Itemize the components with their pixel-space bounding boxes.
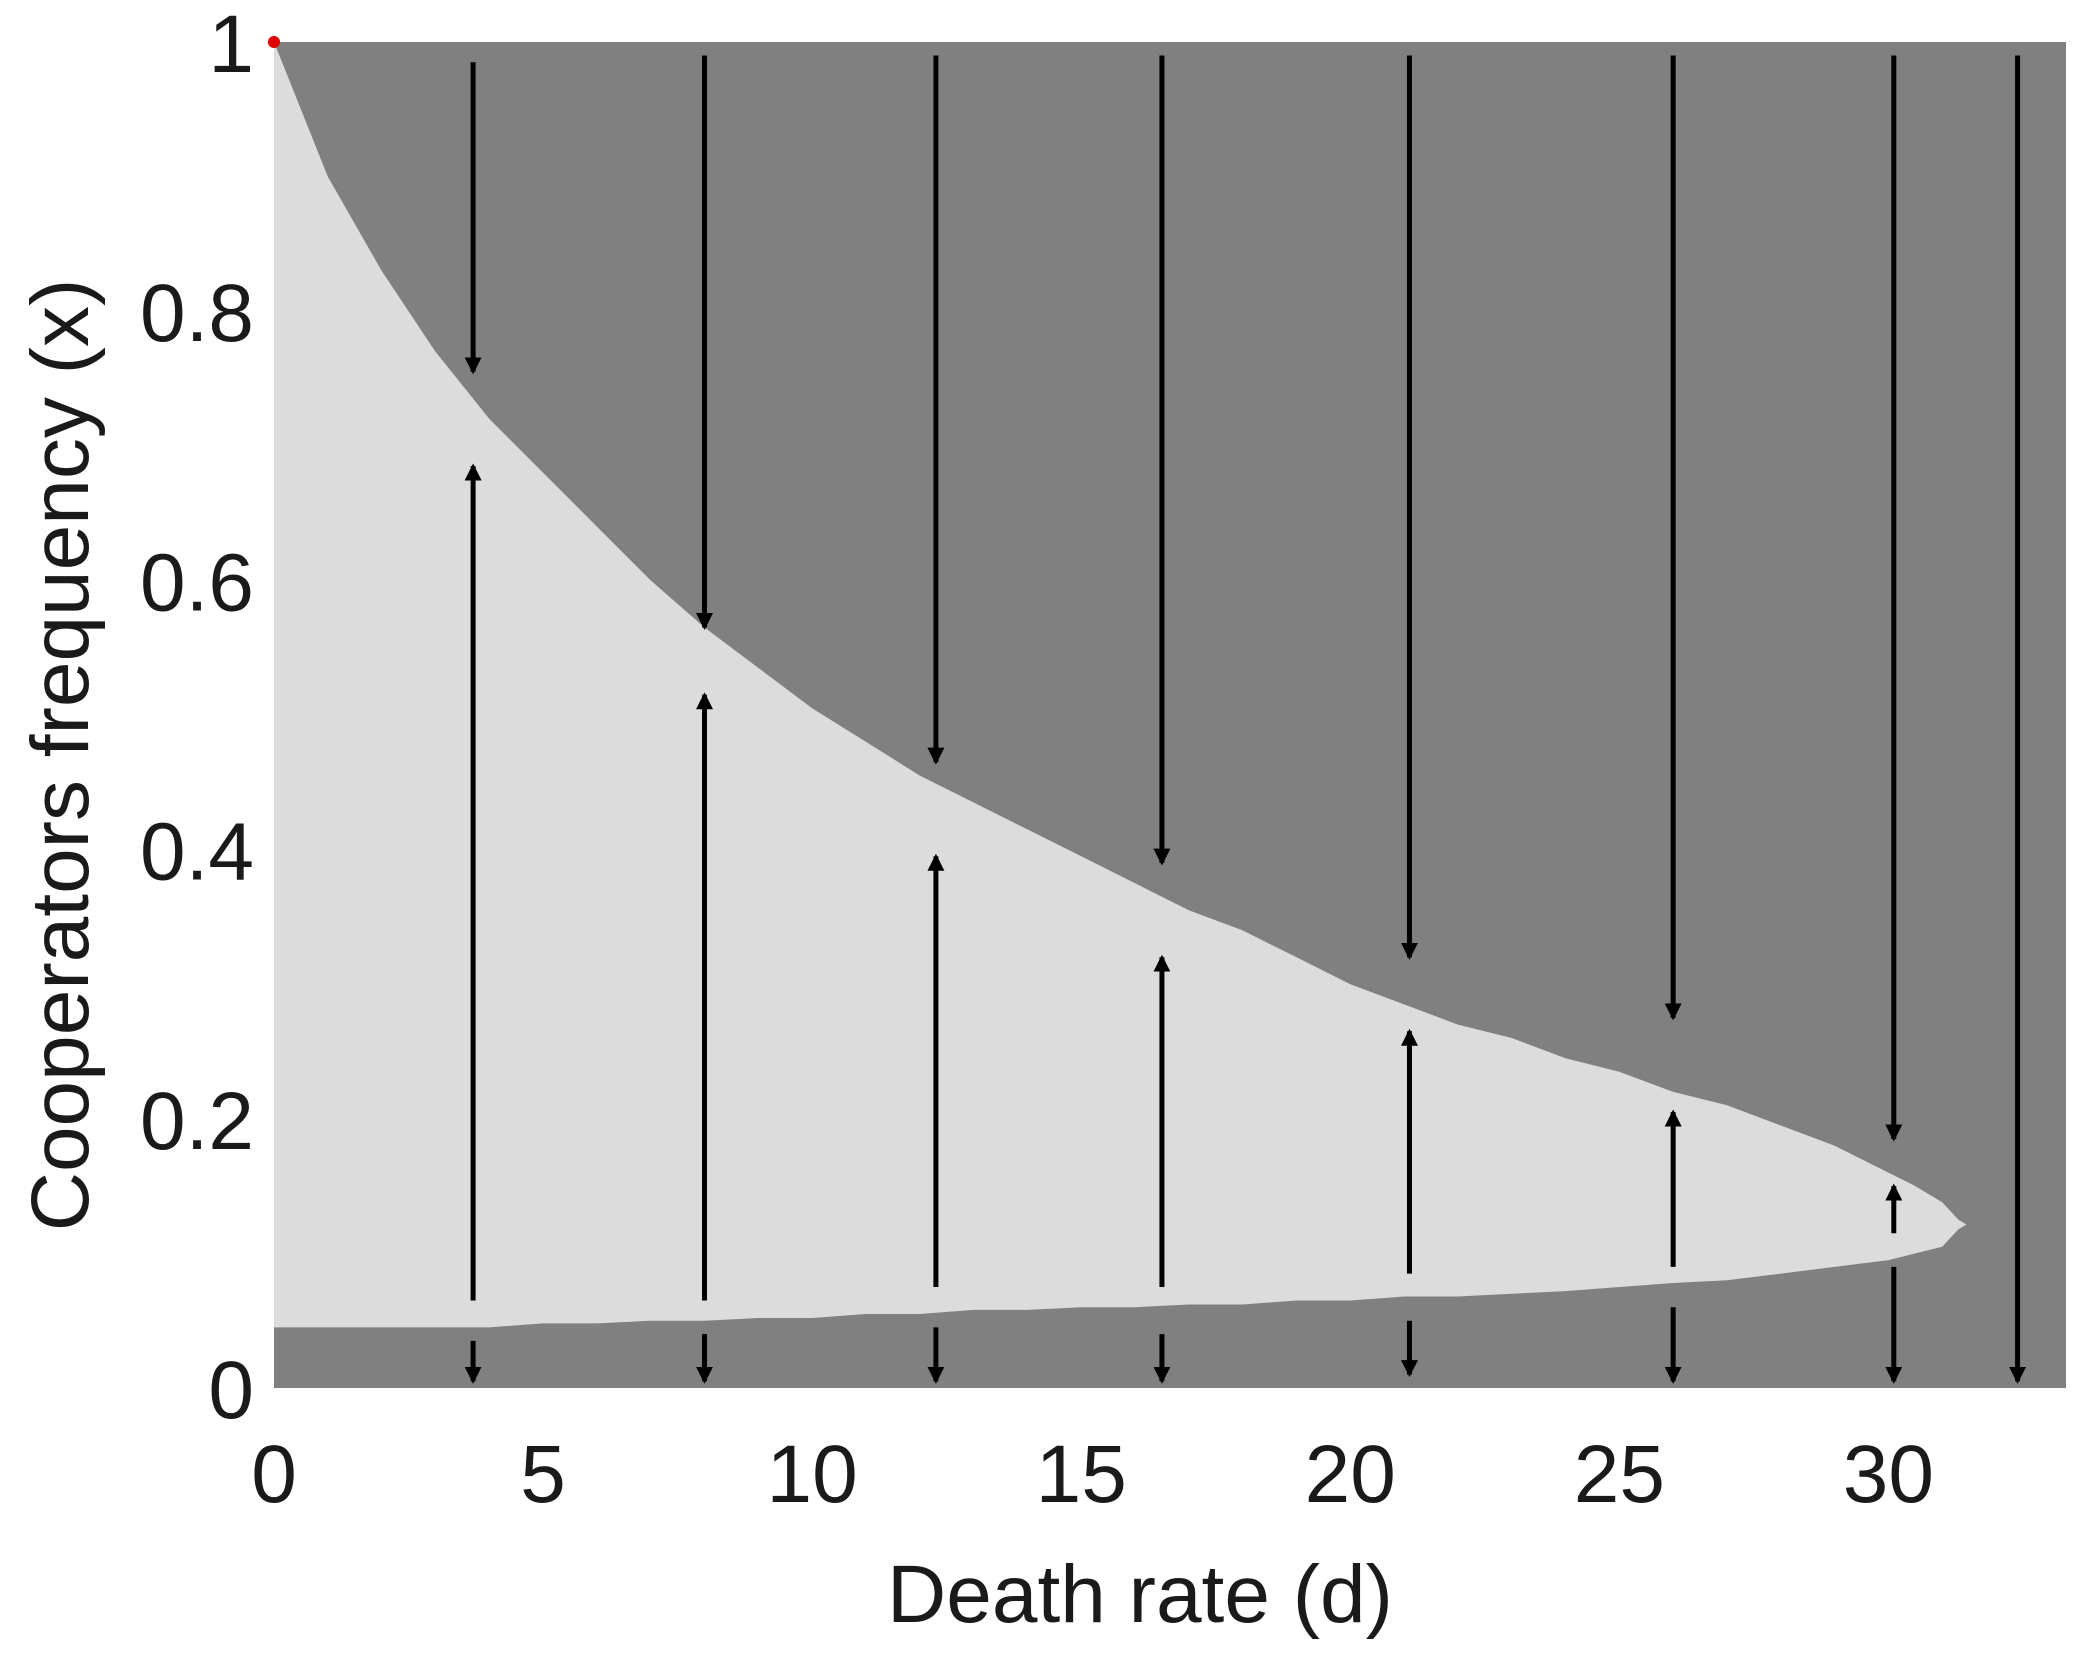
y-tick-label: 0.6 <box>140 537 254 628</box>
x-axis-title: Death rate (d) <box>887 1549 1393 1640</box>
y-tick-label: 0.4 <box>140 807 254 898</box>
x-tick-label: 20 <box>1305 1429 1396 1520</box>
x-tick-label: 30 <box>1843 1429 1934 1520</box>
x-tick-label: 5 <box>520 1429 566 1520</box>
y-axis-title: Cooperators frequency (x) <box>15 279 106 1232</box>
cooperator-region <box>274 42 1967 1328</box>
y-tick-label: 0 <box>208 1345 254 1436</box>
x-tick-label: 0 <box>251 1429 297 1520</box>
axes: 0 5 10 15 20 25 30 0 0.2 0.4 0.6 0.8 1 Death rate (d)… <box>15 0 1934 1640</box>
y-tick-label: 1 <box>208 0 254 90</box>
x-tick-label: 15 <box>1036 1429 1127 1520</box>
marker-point <box>268 36 280 48</box>
x-tick-label: 25 <box>1574 1429 1665 1520</box>
plot-area <box>274 42 2066 1388</box>
y-tick-label: 0.2 <box>140 1076 254 1167</box>
x-tick-label: 10 <box>767 1429 858 1520</box>
y-tick-label: 0.8 <box>140 268 254 359</box>
